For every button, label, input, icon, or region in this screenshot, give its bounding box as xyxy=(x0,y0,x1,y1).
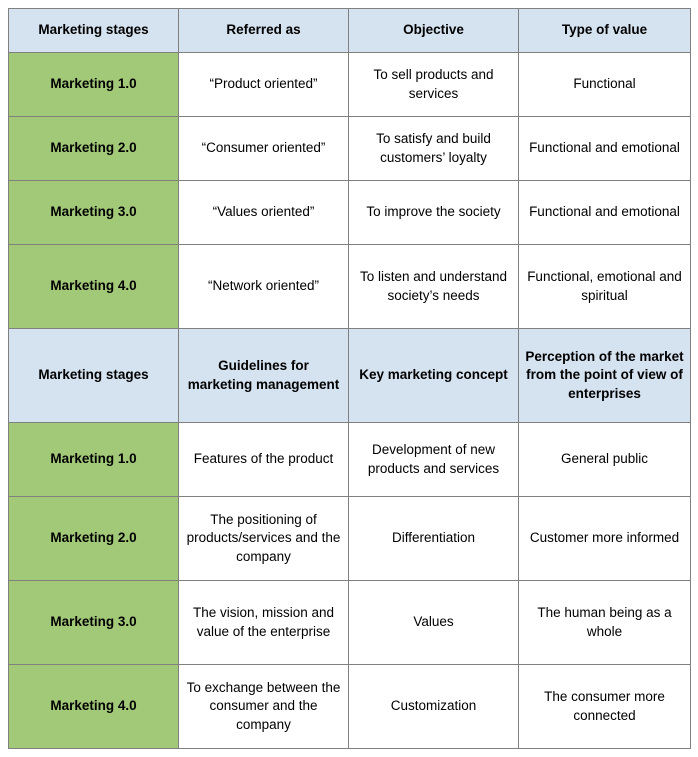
referred-cell: “Consumer oriented” xyxy=(179,117,349,181)
header-cell: Objective xyxy=(349,9,519,53)
concept-cell: Values xyxy=(349,581,519,665)
value-cell: Functional, emotional and spiritual xyxy=(519,245,691,329)
referred-cell: “Values oriented” xyxy=(179,181,349,245)
table-row: Marketing 4.0“Network oriented”To listen… xyxy=(9,245,691,329)
stage-cell: Marketing 1.0 xyxy=(9,53,179,117)
objective-cell: To listen and understand society’s needs xyxy=(349,245,519,329)
table-row: Marketing stagesReferred asObjectiveType… xyxy=(9,9,691,53)
objective-cell: To satisfy and build customers’ loyalty xyxy=(349,117,519,181)
stage-cell: Marketing 1.0 xyxy=(9,423,179,497)
table-row: Marketing 2.0“Consumer oriented”To satis… xyxy=(9,117,691,181)
table-row: Marketing stagesGuidelines for marketing… xyxy=(9,329,691,423)
stage-cell: Marketing 3.0 xyxy=(9,181,179,245)
guidelines-cell: The positioning of products/services and… xyxy=(179,497,349,581)
guidelines-cell: The vision, mission and value of the ent… xyxy=(179,581,349,665)
guidelines-cell: To exchange between the consumer and the… xyxy=(179,665,349,749)
header-cell: Perception of the market from the point … xyxy=(519,329,691,423)
referred-cell: “Product oriented” xyxy=(179,53,349,117)
concept-cell: Differentiation xyxy=(349,497,519,581)
stage-cell: Marketing 2.0 xyxy=(9,497,179,581)
objective-cell: To improve the society xyxy=(349,181,519,245)
header-cell: Key marketing concept xyxy=(349,329,519,423)
header-cell: Marketing stages xyxy=(9,329,179,423)
stage-cell: Marketing 2.0 xyxy=(9,117,179,181)
stage-cell: Marketing 3.0 xyxy=(9,581,179,665)
perception-cell: Customer more informed xyxy=(519,497,691,581)
concept-cell: Development of new products and services xyxy=(349,423,519,497)
table-row: Marketing 3.0The vision, mission and val… xyxy=(9,581,691,665)
objective-cell: To sell products and services xyxy=(349,53,519,117)
marketing-stages-table: Marketing stagesReferred asObjectiveType… xyxy=(8,8,691,749)
header-cell: Referred as xyxy=(179,9,349,53)
value-cell: Functional and emotional xyxy=(519,117,691,181)
referred-cell: “Network oriented” xyxy=(179,245,349,329)
value-cell: Functional and emotional xyxy=(519,181,691,245)
header-cell: Guidelines for marketing management xyxy=(179,329,349,423)
concept-cell: Customization xyxy=(349,665,519,749)
table-row: Marketing 2.0The positioning of products… xyxy=(9,497,691,581)
perception-cell: General public xyxy=(519,423,691,497)
value-cell: Functional xyxy=(519,53,691,117)
header-cell: Type of value xyxy=(519,9,691,53)
table-row: Marketing 3.0“Values oriented”To improve… xyxy=(9,181,691,245)
perception-cell: The human being as a whole xyxy=(519,581,691,665)
header-cell: Marketing stages xyxy=(9,9,179,53)
perception-cell: The consumer more connected xyxy=(519,665,691,749)
table-row: Marketing 1.0Features of the productDeve… xyxy=(9,423,691,497)
stage-cell: Marketing 4.0 xyxy=(9,665,179,749)
table-row: Marketing 1.0“Product oriented”To sell p… xyxy=(9,53,691,117)
table-row: Marketing 4.0To exchange between the con… xyxy=(9,665,691,749)
guidelines-cell: Features of the product xyxy=(179,423,349,497)
stage-cell: Marketing 4.0 xyxy=(9,245,179,329)
